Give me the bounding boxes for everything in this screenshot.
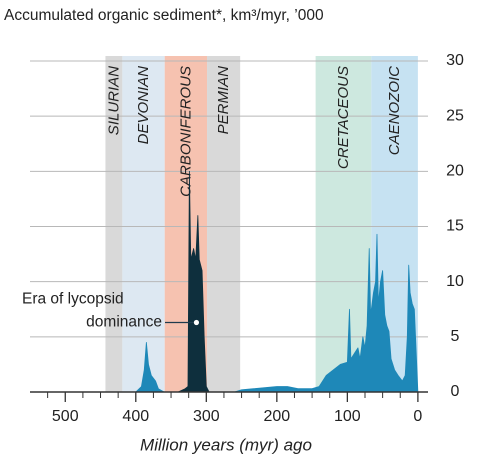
x-tick-label: 200: [263, 408, 290, 425]
annotation-text: dominance: [86, 314, 162, 331]
annotation-text: Era of lycopsid: [22, 291, 124, 308]
x-tick-label: 400: [122, 408, 149, 425]
chart-title: Accumulated organic sediment*, km³/myr, …: [4, 7, 324, 24]
annotation-point: [193, 319, 200, 326]
period-band: [315, 56, 372, 392]
period-label: DEVONIAN: [135, 66, 152, 145]
x-tick-label: 500: [52, 408, 79, 425]
period-band: [105, 56, 123, 392]
y-tick-label: 10: [446, 273, 464, 290]
y-tick-label: 30: [446, 52, 464, 69]
period-label: CARBONIFEROUS: [177, 66, 194, 197]
x-tick-label: 300: [193, 408, 220, 425]
area: [177, 170, 210, 393]
period-label: PERMIAN: [215, 66, 232, 135]
x-tick-label: 100: [334, 408, 361, 425]
period-label: SILURIAN: [105, 66, 122, 135]
period-label: CRETACEOUS: [335, 66, 352, 169]
y-tick-label: 5: [451, 328, 460, 345]
x-tick-label: 0: [413, 408, 422, 425]
area: [135, 341, 165, 393]
period-band: [207, 56, 241, 392]
y-tick-label: 20: [446, 163, 464, 180]
y-tick-label: 0: [451, 383, 460, 400]
x-axis-label: Million years (myr) ago: [140, 435, 312, 454]
area: [234, 233, 419, 393]
period-label: CAENOZOIC: [386, 66, 403, 155]
y-tick-label: 25: [446, 107, 464, 124]
period-band: [122, 56, 165, 392]
y-tick-label: 15: [446, 218, 464, 235]
